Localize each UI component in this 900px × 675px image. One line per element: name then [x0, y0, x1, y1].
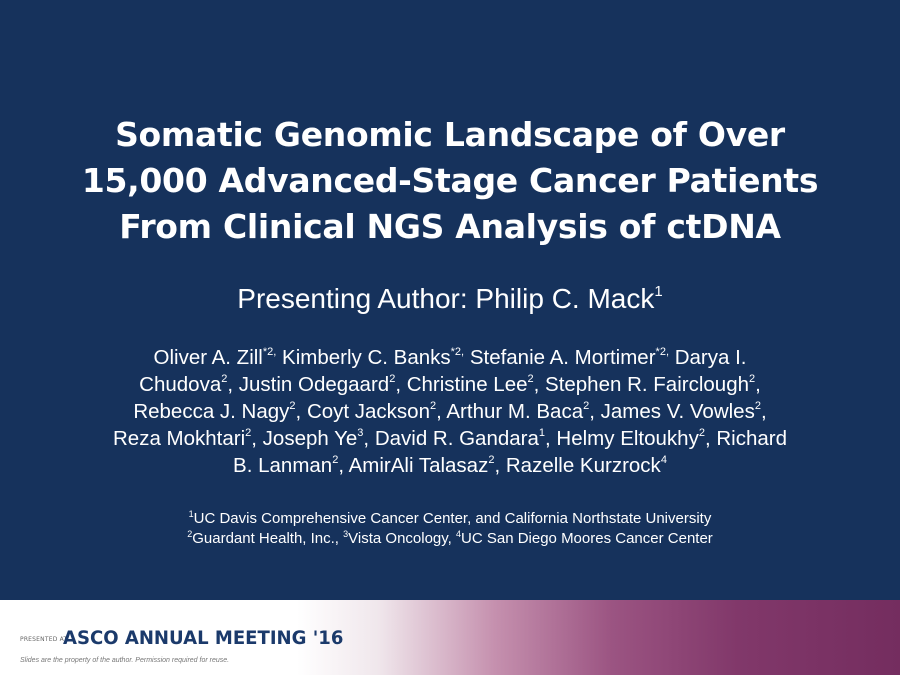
author-name: , Coyt Jackson	[295, 400, 430, 423]
author-line: Chudova2, Justin Odegaard2, Christine Le…	[40, 371, 860, 398]
author-name: , Razelle Kurzrock	[494, 454, 661, 477]
affiliation-marker: 2	[221, 373, 228, 385]
affiliation-line: 2Guardant Health, Inc., 3Vista Oncology,…	[0, 529, 900, 549]
affiliation-marker: *2,	[262, 346, 277, 358]
author-list: Oliver A. Zill*2, Kimberly C. Banks*2, S…	[40, 344, 860, 479]
affiliation-text: Vista Oncology,	[348, 530, 456, 547]
affiliation-marker: 2	[754, 400, 761, 412]
affiliation-marker: 2	[245, 427, 252, 439]
affiliation-marker: 4	[660, 454, 667, 466]
affiliation-marker: 3	[357, 427, 364, 439]
affiliation-text: UC San Diego Moores Cancer Center	[461, 530, 713, 547]
affiliation-marker: 1	[188, 509, 194, 519]
author-name: Rebecca J. Nagy	[133, 400, 290, 423]
affiliation-line: 1UC Davis Comprehensive Cancer Center, a…	[0, 509, 900, 529]
author-name: Darya I.	[669, 346, 747, 369]
author-name: Oliver A. Zill	[153, 346, 263, 369]
affiliation-text: UC Davis Comprehensive Cancer Center, an…	[193, 510, 712, 527]
affiliation-marker: 1	[654, 283, 663, 300]
author-line: Reza Mokhtari2, Joseph Ye3, David R. Gan…	[40, 425, 860, 452]
affiliations: 1UC Davis Comprehensive Cancer Center, a…	[0, 509, 900, 549]
affiliation-marker: 2	[430, 400, 437, 412]
author-name: , Joseph Ye	[251, 427, 358, 450]
author-line: Rebecca J. Nagy2, Coyt Jackson2, Arthur …	[40, 398, 860, 425]
author-name: , Helmy Eltoukhy	[545, 427, 699, 450]
affiliation-marker: 2	[698, 427, 705, 439]
slide-title: Somatic Genomic Landscape of Over 15,000…	[0, 112, 900, 250]
affiliation-marker: 2	[488, 454, 495, 466]
author-separator: ,	[760, 400, 767, 423]
author-name: , Justin Odegaard	[227, 373, 390, 396]
title-line: Somatic Genomic Landscape of Over	[115, 115, 785, 154]
affiliation-marker: *2,	[450, 346, 465, 358]
author-name: , Christine Lee	[395, 373, 528, 396]
title-panel: Somatic Genomic Landscape of Over 15,000…	[0, 0, 900, 600]
affiliation-marker: 2	[527, 373, 534, 385]
meeting-logo-text: ASCO ANNUAL MEETING '16	[63, 627, 344, 649]
author-separator: ,	[755, 373, 761, 396]
footer-band	[0, 600, 900, 675]
affiliation-marker: 3	[343, 529, 349, 539]
author-name: , AmirAli Talasaz	[338, 454, 489, 477]
affiliation-marker: 2	[389, 373, 396, 385]
author-name: , Richard	[704, 427, 787, 450]
title-line: From Clinical NGS Analysis of ctDNA	[119, 207, 781, 246]
author-name: , Arthur M. Baca	[436, 400, 584, 423]
title-line: 15,000 Advanced-Stage Cancer Patients	[81, 161, 819, 200]
presented-at-label: PRESENTED AT:	[20, 636, 69, 643]
affiliation-marker: 2	[289, 400, 296, 412]
affiliation-marker: 2	[332, 454, 339, 466]
affiliation-marker: *2,	[655, 346, 670, 358]
author-line: B. Lanman2, AmirAli Talasaz2, Razelle Ku…	[40, 452, 860, 479]
affiliation-text: Guardant Health, Inc.,	[192, 530, 344, 547]
author-name: Reza Mokhtari	[112, 427, 246, 450]
presenting-author: Presenting Author: Philip C. Mack1	[0, 282, 900, 316]
author-name: , James V. Vowles	[589, 400, 755, 423]
presenting-author-text: Presenting Author: Philip C. Mack	[237, 283, 655, 314]
affiliation-marker: 2	[583, 400, 590, 412]
author-name: Kimberly C. Banks	[276, 346, 451, 369]
affiliation-marker: 2	[749, 373, 756, 385]
author-name: B. Lanman	[233, 454, 333, 477]
author-name: Chudova	[139, 373, 222, 396]
author-name: , David R. Gandara	[363, 427, 539, 450]
author-name: , Stephen R. Fairclough	[533, 373, 749, 396]
author-name: Stefanie A. Mortimer	[464, 346, 656, 369]
affiliation-marker: 2	[187, 529, 193, 539]
affiliation-marker: 4	[456, 529, 462, 539]
affiliation-marker: 1	[538, 427, 546, 439]
author-line: Oliver A. Zill*2, Kimberly C. Banks*2, S…	[40, 344, 860, 371]
disclaimer-text: Slides are the property of the author. P…	[20, 657, 230, 664]
